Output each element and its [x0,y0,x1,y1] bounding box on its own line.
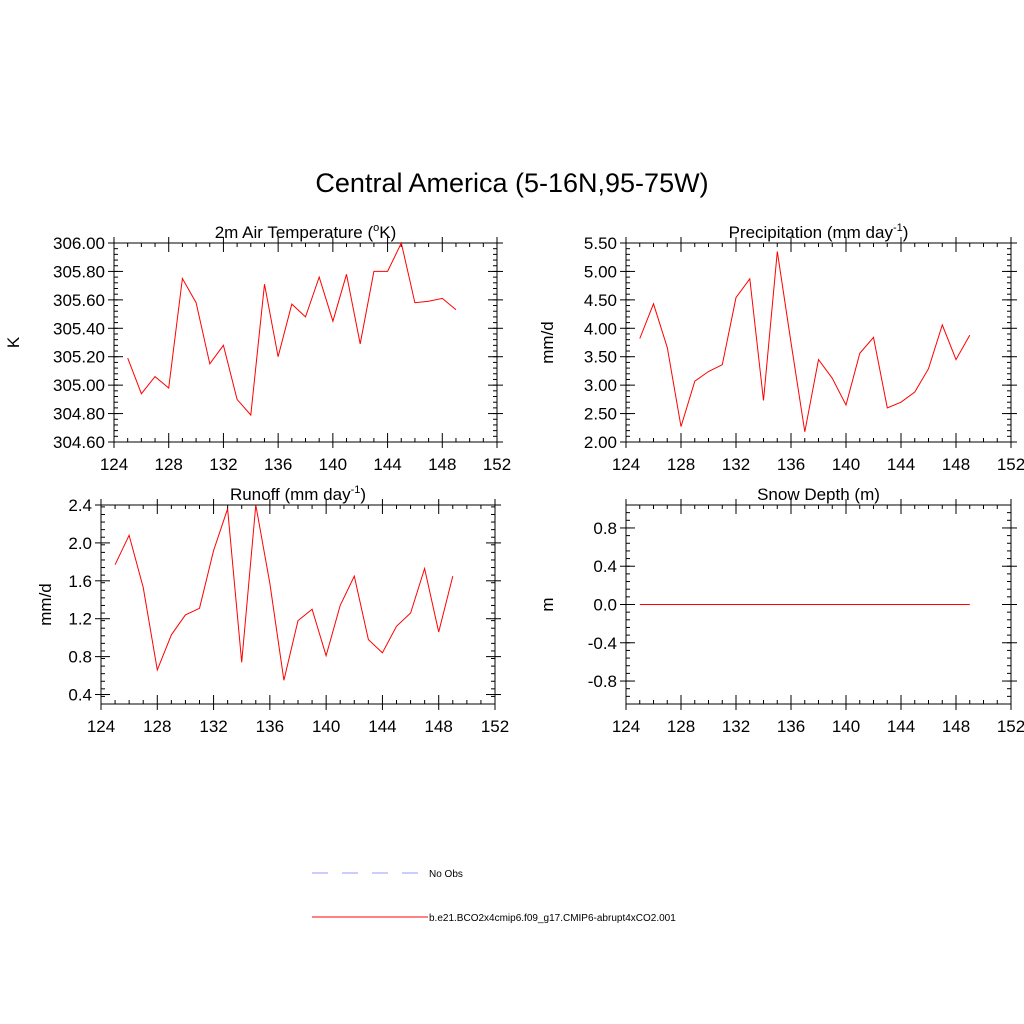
y-tick-label: -0.8 [588,672,617,691]
y-tick-label: 2.0 [68,534,92,553]
x-tick-label: 152 [997,717,1024,736]
panel-title: Precipitation (mm day-1) [729,222,909,242]
x-tick-label: 140 [312,717,340,736]
y-tick-label: 305.00 [53,376,105,395]
panel-title-superscript: -1 [893,222,903,234]
y-tick-label: 2.50 [584,405,617,424]
panel-title-main: Runoff (mm day [230,485,351,504]
x-tick-label: 140 [832,717,860,736]
legend-label-no-obs: No Obs [429,869,463,880]
y-tick-label: -0.4 [588,634,617,653]
y-tick-label: 0.4 [68,686,92,705]
y-tick-label: 5.50 [584,234,617,253]
x-tick-label: 152 [481,717,509,736]
panel-title: Runoff (mm day-1) [230,484,366,504]
x-tick-label: 128 [143,717,171,736]
x-tick-label: 148 [425,717,453,736]
panel-title-tail: ) [360,485,366,504]
x-tick-label: 152 [483,455,511,474]
x-tick-label: 124 [612,455,640,474]
y-tick-label: 0.4 [593,557,617,576]
panel-snow-depth: 124 128 132 136 140 144 148 152 -0.8 -0.4 0.0 0.4 0.… [538,485,1024,736]
x-tick-label: 132 [722,717,750,736]
x-tick-label: 144 [887,717,915,736]
x-tick-label: 140 [832,455,860,474]
x-tick-label: 124 [612,717,640,736]
panel-title-main: Precipitation (mm day [729,223,894,242]
y-tick-label: 2.00 [584,433,617,452]
y-tick-label: 305.40 [53,319,105,338]
y-axis-label: m [538,597,557,611]
x-tick-label: 144 [887,455,915,474]
y-axis-label: K [4,336,23,348]
panel-title-tail: ) [903,223,909,242]
panel-runoff: 124 128 132 136 140 144 148 152 0.4 0.8 1.2 1.6 2.0 2… [36,484,509,736]
y-axis-label: mm/d [538,321,557,364]
panel-title: 2m Air Temperature (oK) [215,222,397,242]
y-tick-label: 0.8 [593,519,617,538]
y-tick-label: 305.20 [53,348,105,367]
panel-title-superscript: o [373,222,379,234]
x-tick-label: 128 [155,455,183,474]
page-title: Central America (5-16N,95-75W) [315,168,709,198]
plot-frame [625,242,1012,443]
y-tick-label: 304.80 [53,405,105,424]
legend: No Obs b.e21.BCO2x4cmip6.f09_g17.CMIP6-a… [312,869,676,924]
panel-title-superscript: -1 [351,484,361,496]
x-tick-label: 136 [777,455,805,474]
x-tick-label: 148 [428,455,456,474]
y-tick-label: 4.00 [584,319,617,338]
x-tick-label: 152 [997,455,1024,474]
y-tick-label: 2.4 [68,496,92,515]
y-tick-label: 3.00 [584,376,617,395]
plot-frame [100,504,496,705]
x-tick-label: 132 [722,455,750,474]
x-tick-label: 128 [667,717,695,736]
y-tick-label: 305.80 [53,262,105,281]
x-tick-label: 128 [667,455,695,474]
x-tick-label: 132 [199,717,227,736]
x-tick-label: 136 [777,717,805,736]
y-tick-label: 0.0 [593,596,617,615]
y-tick-label: 1.2 [68,610,92,629]
y-tick-label: 1.6 [68,572,92,591]
panel-title: Snow Depth (m) [757,485,880,504]
series-line [639,251,971,432]
x-tick-label: 136 [256,717,284,736]
x-tick-label: 136 [264,455,292,474]
y-tick-label: 305.60 [53,291,105,310]
series-line [114,504,454,681]
x-tick-label: 124 [87,717,115,736]
y-tick-label: 5.00 [584,262,617,281]
y-axis-label: mm/d [36,583,55,626]
panel-title-tail: K) [379,223,396,242]
x-tick-label: 140 [319,455,347,474]
legend-label-model: b.e21.BCO2x4cmip6.f09_g17.CMIP6-abrupt4x… [429,913,676,924]
x-tick-label: 144 [373,455,401,474]
panel-title-main: Snow Depth (m) [757,485,880,504]
x-tick-label: 132 [209,455,237,474]
x-tick-label: 148 [942,717,970,736]
panel-air-temperature: 124 128 132 136 140 144 148 152 304.60 304.80 305.… [4,222,511,474]
plot-frame [113,242,498,443]
y-tick-label: 306.00 [53,234,105,253]
x-tick-label: 148 [942,455,970,474]
y-tick-label: 4.50 [584,291,617,310]
series-line [127,241,457,417]
y-tick-label: 304.60 [53,433,105,452]
y-tick-label: 3.50 [584,348,617,367]
x-tick-label: 144 [368,717,396,736]
y-tick-label: 0.8 [68,648,92,667]
x-tick-label: 124 [100,455,128,474]
panel-precipitation: 124 128 132 136 140 144 148 152 2.00 2.50 3.00 3.50… [538,222,1024,474]
panel-title-main: 2m Air Temperature ( [215,223,374,242]
